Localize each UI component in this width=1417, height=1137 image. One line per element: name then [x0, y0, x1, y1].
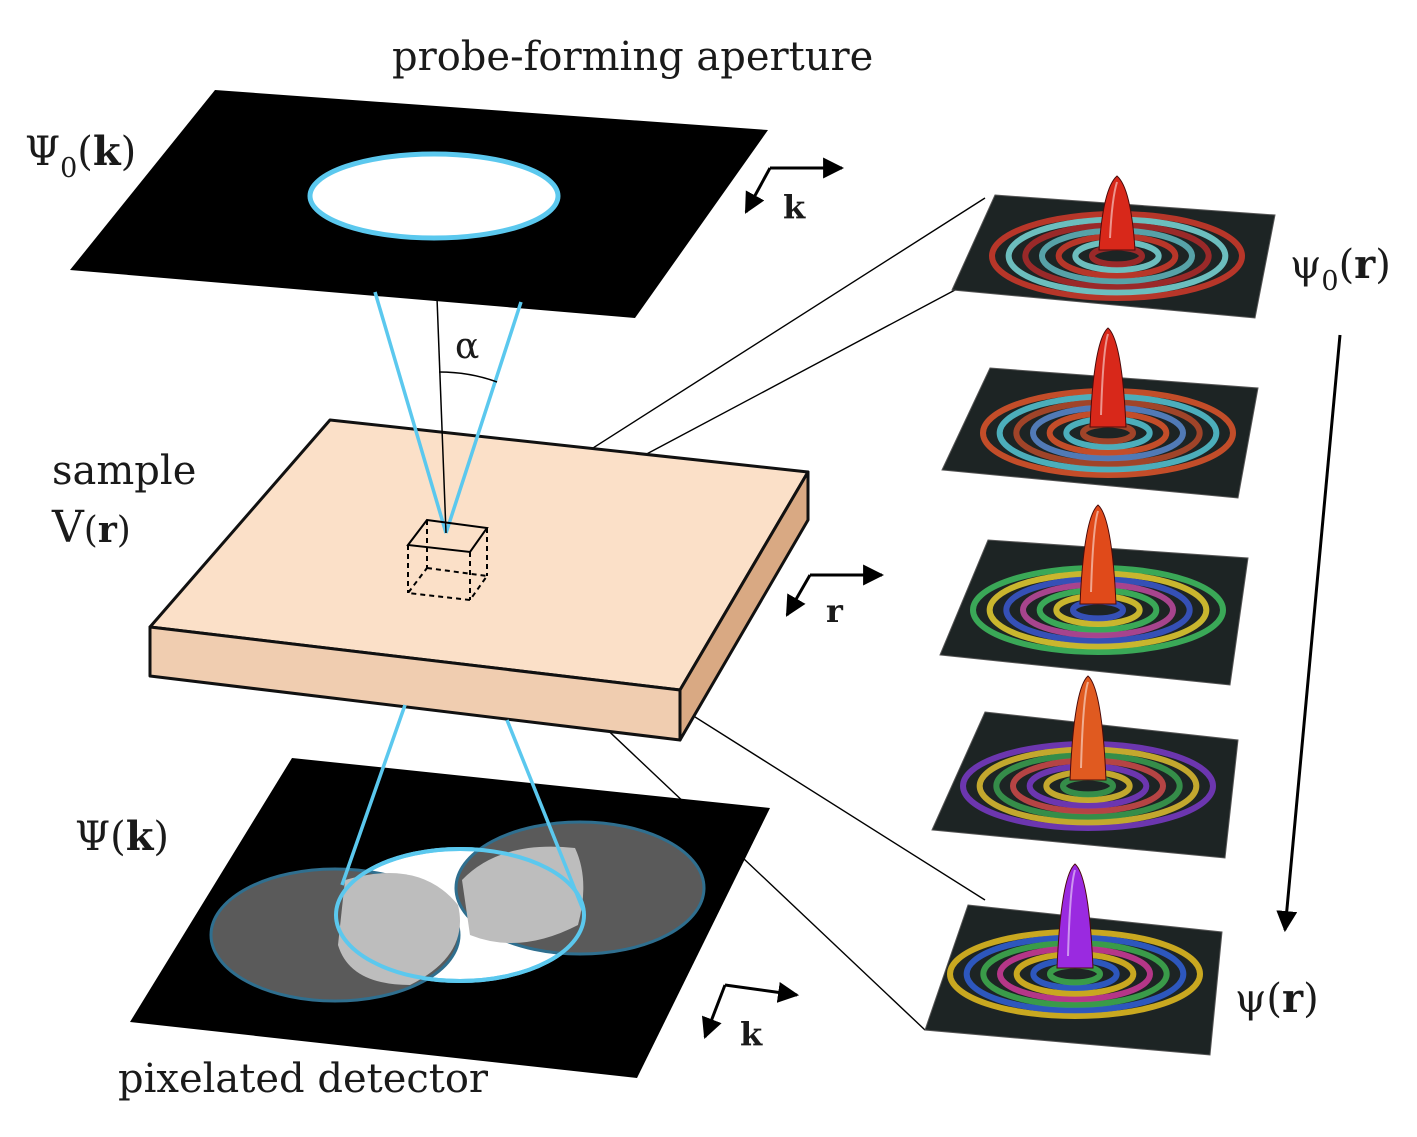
panel-peak	[1089, 327, 1127, 428]
panel-peak	[1079, 504, 1117, 605]
axes-r-y	[785, 574, 812, 617]
panel-peak-highlight	[1100, 333, 1109, 416]
sample-slab	[148, 418, 810, 742]
label-psi0-r: ψ0(r)	[1290, 241, 1391, 297]
label-psi-k-var: k	[126, 813, 155, 860]
label-psi0-k: Ψ0(k)	[25, 128, 136, 184]
cone-top-left	[373, 291, 448, 534]
panel-peak-highlight	[1090, 510, 1099, 593]
label-psi0-r-symbol: ψ	[1290, 242, 1321, 288]
cone-bottom-left	[340, 704, 407, 886]
axes-r	[785, 564, 885, 617]
cone-top-right	[444, 301, 523, 534]
panel-peak-highlight	[1109, 181, 1118, 239]
panel-peak	[1069, 675, 1107, 781]
label-psi0-r-close: )	[1375, 242, 1391, 288]
aperture-plane	[70, 90, 768, 318]
label-psi-r: ψ(r)	[1235, 975, 1319, 1022]
axis-r-label: r	[826, 592, 844, 630]
sample-label: sample	[52, 448, 196, 494]
alpha-label: α	[455, 326, 479, 367]
wavefunction-panel-3	[939, 504, 1249, 686]
axes-k-top-y	[744, 167, 772, 214]
axes-k-top	[744, 157, 845, 214]
sample-volume-cube	[406, 518, 489, 602]
label-psi-r-var: r	[1282, 975, 1304, 1022]
axes-k-bottom	[701, 981, 800, 1039]
aperture-opening	[307, 151, 561, 241]
axis-k-bottom-label: k	[740, 1015, 763, 1053]
label-psi0-k-open: (	[77, 129, 93, 175]
bright-field-disc-outline	[334, 847, 586, 983]
label-v-r-var: r	[98, 509, 118, 551]
overlap-left	[338, 872, 460, 985]
axes-k-bottom-y	[701, 984, 727, 1039]
label-v-r: V(r)	[51, 502, 131, 553]
detector-plane	[130, 758, 770, 1078]
wavefunction-panel-4	[931, 675, 1239, 859]
label-psi0-k-sub: 0	[60, 153, 77, 184]
detector-label: pixelated detector	[118, 1056, 489, 1102]
optical-axis	[436, 297, 447, 534]
label-psi-k-open: (	[110, 814, 126, 860]
label-psi-r-open: (	[1266, 976, 1282, 1022]
alpha-arc	[438, 371, 498, 383]
label-psi-k-close: )	[153, 814, 169, 860]
propagation-arrow	[1276, 334, 1342, 933]
label-v-r-close: )	[117, 510, 131, 551]
cube-bottom	[406, 566, 489, 602]
axes-k-bottom-x	[724, 981, 800, 1003]
label-psi0-r-open: (	[1339, 242, 1355, 288]
panel-peak	[1098, 175, 1136, 251]
label-psi-k: Ψ(k)	[75, 813, 169, 860]
wavefunction-panel-2	[941, 327, 1259, 499]
label-v-r-symbol: V	[51, 502, 85, 553]
label-v-r-open: (	[84, 510, 98, 551]
label-psi-r-close: )	[1303, 976, 1319, 1022]
wavefunction-panels	[924, 175, 1276, 1056]
label-psi-r-symbol: ψ	[1235, 976, 1266, 1022]
sample-side-face	[678, 470, 810, 742]
label-psi0-k-close: )	[121, 129, 137, 175]
panel-peak-highlight	[1080, 681, 1089, 769]
axis-k-top-label: k	[783, 188, 806, 226]
label-psi0-k-var: k	[93, 128, 122, 175]
label-psi0-k-symbol: Ψ	[25, 129, 60, 175]
aperture-title: probe-forming aperture	[392, 34, 873, 80]
cone-bottom-right	[505, 719, 586, 913]
beam-cone	[340, 291, 586, 913]
panel-peak	[1056, 863, 1094, 969]
label-psi0-r-sub: 0	[1321, 266, 1338, 297]
wavefunction-panel-5	[924, 863, 1223, 1056]
wavefunction-panel-1	[951, 175, 1276, 319]
panel-peak-highlight	[1067, 869, 1076, 957]
label-psi0-r-var: r	[1354, 241, 1376, 288]
label-psi-k-symbol: Ψ	[75, 814, 110, 860]
